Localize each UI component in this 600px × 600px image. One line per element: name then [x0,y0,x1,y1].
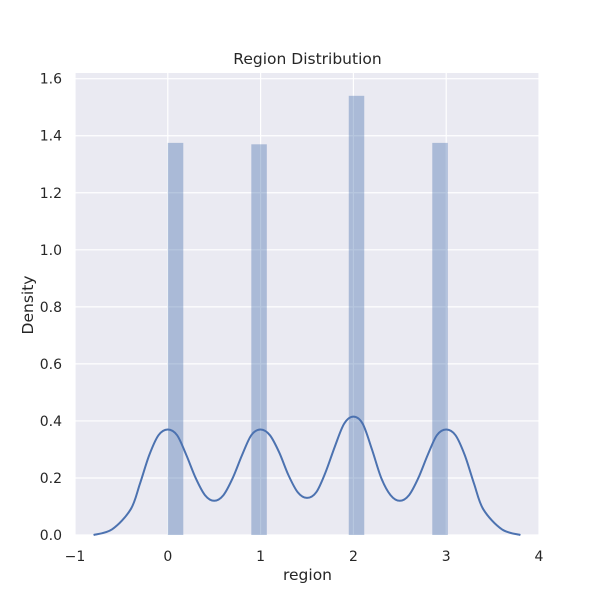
y-tick-label: 1.0 [40,243,62,259]
plot-background [75,73,539,535]
y-tick-label: 1.4 [40,129,62,145]
histogram-bar [251,144,267,535]
x-tick-label: 1 [256,549,265,565]
histogram-bar [432,142,448,536]
y-tick-label: 1.6 [40,72,62,88]
x-tick-label: 4 [535,549,544,565]
x-tick-labels: −1 0 1 2 3 4 [65,549,544,565]
y-tick-labels: 0.0 0.2 0.4 0.6 0.8 1.0 1.2 1.4 1.6 [40,72,62,544]
grid-lines [74,73,540,536]
y-tick-label: 1.2 [40,186,62,202]
y-tick-label: 0.0 [40,528,62,544]
kde-line [93,415,521,536]
y-axis-title: Density [19,276,37,335]
y-tick-label: 0.8 [40,300,62,316]
chart-title: Region Distribution [233,50,381,68]
histogram-bar [167,142,184,536]
y-tick-label: 0.2 [40,471,62,487]
x-tick-label: 0 [163,549,172,565]
y-tick-label: 0.6 [40,357,62,373]
x-tick-label: −1 [65,549,86,565]
y-tick-label: 0.4 [40,414,62,430]
x-axis-title: region [283,566,332,584]
x-tick-label: 3 [442,549,451,565]
histogram-bar [348,95,365,535]
x-tick-label: 2 [349,549,358,565]
